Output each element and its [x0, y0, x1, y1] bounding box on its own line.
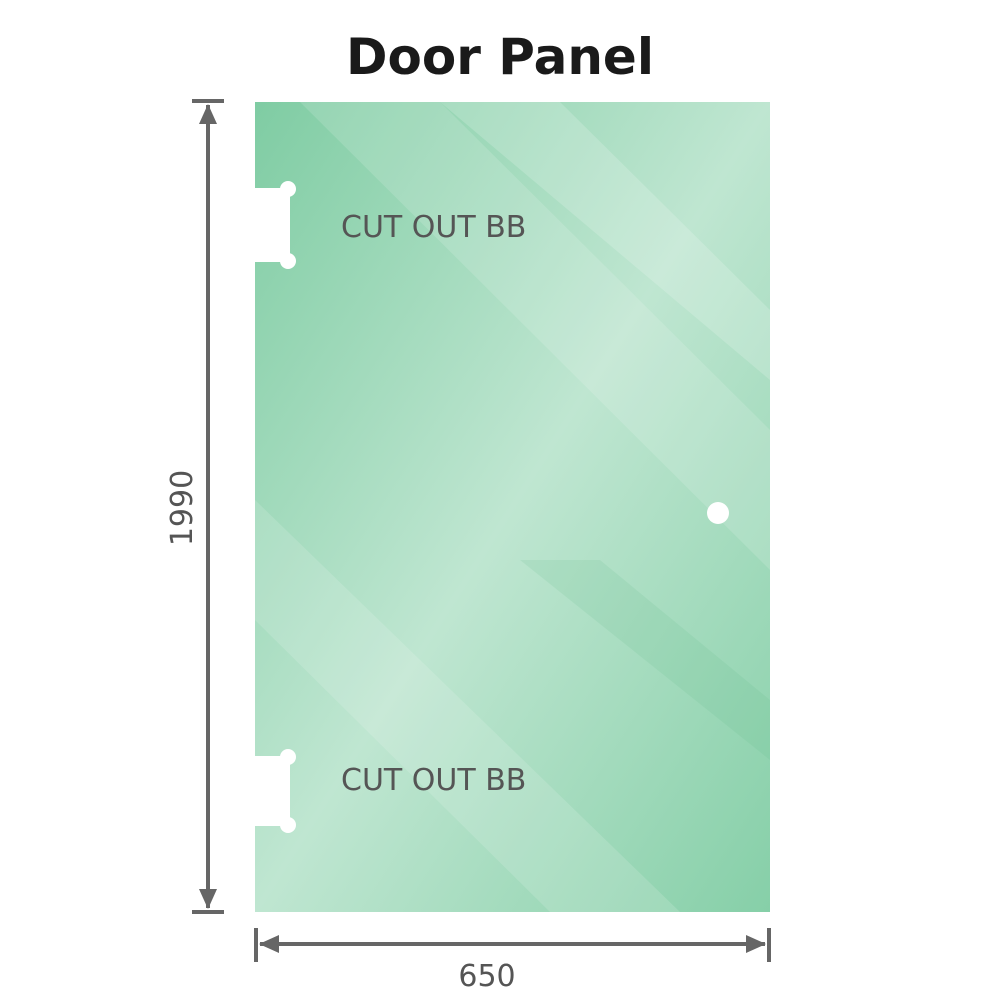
cutout-label-bottom: CUT OUT BB — [341, 763, 526, 798]
height-label: 1990 — [165, 470, 200, 546]
cutout-bottom — [250, 749, 296, 833]
diagram-title: Door Panel — [346, 28, 654, 86]
cutout-top — [250, 181, 296, 269]
handle-hole — [707, 502, 729, 524]
width-label: 650 — [458, 959, 515, 994]
cutout-label-top: CUT OUT BB — [341, 210, 526, 245]
width-dimension-line — [254, 928, 771, 962]
glass-panel — [255, 102, 770, 912]
height-dimension-line — [192, 99, 224, 914]
